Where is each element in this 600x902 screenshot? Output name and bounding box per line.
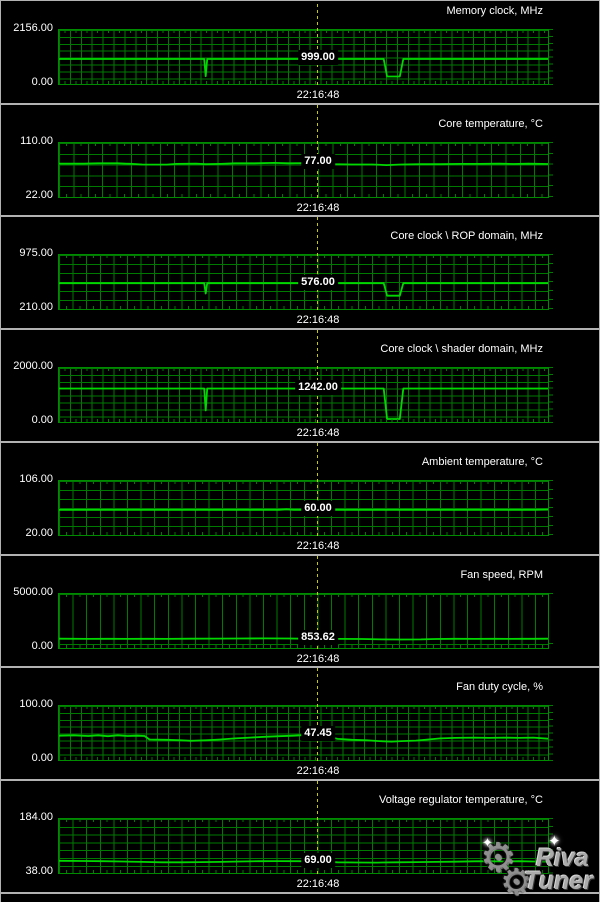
y-axis-min-label: 0.00 [31, 752, 53, 765]
graph-plot-area[interactable] [58, 367, 549, 423]
time-cursor-line[interactable] [317, 104, 318, 201]
graph-title: Fan duty cycle, % [456, 681, 543, 694]
cursor-timestamp: 22:16:48 [296, 765, 340, 778]
grid-right-ticks [549, 818, 553, 874]
y-axis-max-label: 2000.00 [13, 360, 53, 372]
time-cursor-line[interactable] [317, 217, 318, 314]
graph-panel: Fan speed, RPM 5000.00 0.00 853.62 22:16… [0, 554, 600, 668]
cursor-value-label: 999.00 [298, 50, 338, 66]
rivatuner-logo: ⚙ ⚙ ✦ ✦ Riva Tuner [474, 834, 600, 902]
graph-plot-area[interactable] [58, 28, 549, 85]
y-axis-min-label: 0.00 [31, 75, 53, 88]
graph-title: Core temperature, °C [438, 117, 543, 130]
data-trace [59, 282, 548, 297]
grid-right-ticks [549, 254, 553, 311]
y-axis-max-label: 100.00 [19, 698, 53, 711]
cursor-timestamp: 22:16:48 [296, 427, 340, 439]
y-axis-min-label: 0.00 [31, 414, 53, 426]
gear-icon: ⚙ [480, 836, 516, 880]
y-axis-max-label: 5000.00 [13, 585, 53, 598]
graph-title: Voltage regulator temperature, °C [379, 794, 543, 806]
graph-title: Core clock \ ROP domain, MHz [390, 230, 543, 243]
time-cursor-line[interactable] [317, 442, 318, 539]
time-cursor-line[interactable] [317, 555, 318, 652]
y-axis-min-label: 0.00 [31, 639, 53, 652]
graph-panel: Memory clock, MHz 2156.00 0.00 999.00 22… [0, 0, 600, 104]
grid-right-ticks [549, 592, 553, 649]
y-axis-min-label: 210.00 [19, 301, 53, 314]
cursor-timestamp: 22:16:48 [296, 878, 340, 890]
graph-panel: Fan duty cycle, % 100.00 0.00 47.45 22:1… [0, 667, 600, 780]
grid-right-ticks [549, 479, 553, 536]
time-cursor-line[interactable] [317, 781, 318, 877]
cursor-timestamp: 22:16:48 [296, 539, 340, 552]
data-trace [59, 387, 548, 420]
graph-plot-area[interactable] [58, 141, 549, 198]
time-cursor-line[interactable] [317, 330, 318, 426]
graph-panel: Core clock \ ROP domain, MHz 975.00 210.… [0, 216, 600, 329]
sparkle-icon: ✦ [482, 835, 493, 850]
data-trace [59, 508, 549, 511]
graph-panel: Core clock \ shader domain, MHz 2000.00 … [0, 329, 600, 442]
cursor-value-label: 69.00 [301, 853, 335, 869]
graph-title: Ambient temperature, °C [421, 455, 543, 468]
logo-text-tuner: Tuner [524, 867, 593, 895]
graph-panel: Ambient temperature, °C 106.00 20.00 60.… [0, 441, 600, 555]
logo-text-riva: Riva [536, 844, 589, 872]
cursor-timestamp: 22:16:48 [296, 652, 340, 665]
grid-right-ticks [549, 28, 553, 85]
cursor-value-label: 853.62 [298, 629, 338, 645]
cursor-value-label: 576.00 [298, 274, 338, 290]
y-axis-max-label: 110.00 [20, 134, 53, 147]
gear-icon: ⚙ [500, 861, 533, 902]
cursor-timestamp: 22:16:48 [296, 88, 340, 101]
y-axis-min-label: 20.00 [25, 526, 53, 539]
graph-title: Fan speed, RPM [460, 568, 543, 581]
data-trace [58, 733, 549, 743]
cursor-value-label: 1242.00 [295, 379, 341, 395]
cursor-value-label: 77.00 [301, 154, 335, 170]
y-axis-max-label: 2156.00 [13, 21, 53, 34]
grid-right-ticks [549, 367, 553, 423]
grid-right-ticks [549, 141, 553, 198]
cursor-timestamp: 22:16:48 [296, 201, 340, 214]
time-cursor-line[interactable] [317, 668, 318, 765]
graph-title: Memory clock, MHz [446, 4, 543, 17]
graph-panel: Voltage regulator temperature, °C 184.00… [0, 780, 600, 893]
y-axis-min-label: 22.00 [25, 188, 53, 201]
graph-panel: Core temperature, °C 110.00 22.00 77.00 … [0, 103, 600, 217]
cursor-value-label: 60.00 [301, 501, 335, 517]
sparkle-icon: ✦ [548, 833, 561, 850]
y-axis-max-label: 106.00 [19, 472, 53, 485]
time-cursor-line[interactable] [317, 0, 318, 88]
data-trace [59, 161, 549, 166]
grid-right-ticks [549, 705, 553, 762]
graph-title: Core clock \ shader domain, MHz [380, 343, 543, 355]
y-axis-min-label: 38.00 [25, 865, 53, 877]
data-trace [59, 57, 548, 78]
y-axis-max-label: 184.00 [19, 811, 53, 823]
y-axis-max-label: 975.00 [19, 247, 53, 260]
cursor-timestamp: 22:16:48 [296, 314, 340, 327]
cursor-value-label: 47.45 [301, 726, 335, 742]
